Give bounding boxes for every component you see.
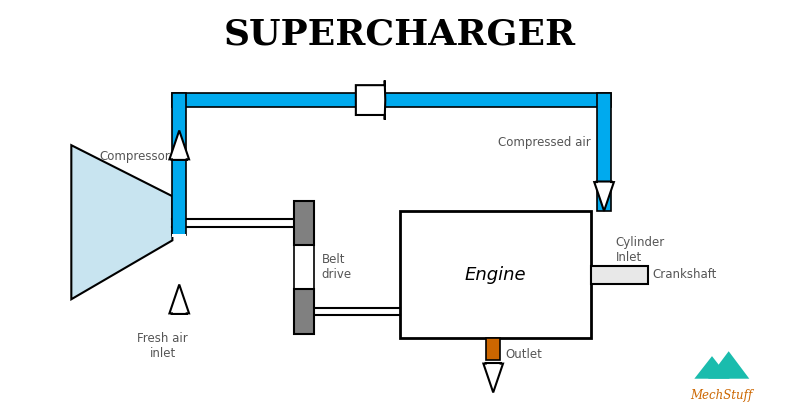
Text: Cylinder
Inlet: Cylinder Inlet: [616, 236, 665, 264]
Polygon shape: [694, 356, 730, 379]
Text: Crankshaft: Crankshaft: [652, 268, 717, 281]
Text: Outlet: Outlet: [505, 348, 542, 361]
Text: Fresh air
inlet: Fresh air inlet: [137, 332, 188, 359]
Bar: [486, 339, 500, 360]
Text: SUPERCHARGER: SUPERCHARGER: [224, 17, 576, 51]
Bar: [294, 201, 314, 245]
Polygon shape: [594, 181, 614, 211]
Text: Compressed air: Compressed air: [498, 136, 591, 149]
Bar: [294, 289, 314, 334]
Polygon shape: [708, 351, 750, 379]
Bar: [598, 93, 611, 211]
Bar: [591, 266, 648, 284]
Bar: [400, 211, 591, 339]
Polygon shape: [356, 81, 386, 120]
Polygon shape: [71, 145, 172, 299]
Text: Compressor: Compressor: [100, 150, 170, 164]
Text: MechStuff: MechStuff: [690, 388, 753, 401]
Polygon shape: [170, 285, 189, 314]
Text: Engine: Engine: [465, 266, 526, 284]
Bar: [172, 93, 611, 107]
Text: Belt
drive: Belt drive: [322, 253, 352, 281]
Polygon shape: [170, 131, 189, 160]
Polygon shape: [483, 363, 503, 393]
Bar: [172, 93, 186, 235]
Bar: [172, 233, 186, 237]
